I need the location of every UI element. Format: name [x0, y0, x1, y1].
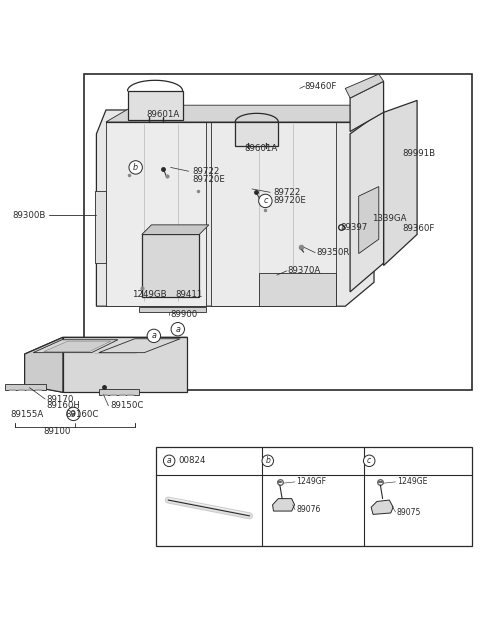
- Text: 00824: 00824: [179, 457, 206, 465]
- Text: 89900: 89900: [170, 310, 198, 319]
- Polygon shape: [24, 337, 187, 354]
- Polygon shape: [128, 91, 182, 119]
- Text: 89720E: 89720E: [192, 175, 225, 184]
- Polygon shape: [106, 122, 206, 306]
- Text: 89397: 89397: [340, 223, 368, 232]
- Text: 89460F: 89460F: [305, 81, 337, 91]
- Text: 89075: 89075: [397, 508, 421, 516]
- Polygon shape: [63, 337, 187, 392]
- Polygon shape: [259, 272, 336, 306]
- Text: 89411: 89411: [175, 290, 203, 299]
- Text: 89360F: 89360F: [403, 224, 435, 233]
- Polygon shape: [140, 307, 206, 312]
- Text: a: a: [167, 457, 171, 465]
- Text: 89601A: 89601A: [147, 110, 180, 119]
- Text: 89160C: 89160C: [65, 410, 99, 419]
- Polygon shape: [359, 187, 379, 254]
- Circle shape: [262, 455, 274, 466]
- Text: c: c: [367, 457, 372, 465]
- Polygon shape: [106, 105, 374, 122]
- Bar: [156, 447, 472, 545]
- Polygon shape: [95, 192, 106, 263]
- Circle shape: [259, 194, 272, 208]
- Polygon shape: [371, 500, 393, 514]
- Polygon shape: [345, 74, 384, 98]
- Text: 1339GA: 1339GA: [372, 213, 406, 223]
- Circle shape: [147, 329, 160, 343]
- Text: b: b: [133, 163, 138, 172]
- Bar: [84, 74, 472, 390]
- Text: 89722: 89722: [192, 167, 219, 176]
- Text: 1249GE: 1249GE: [397, 477, 428, 486]
- Text: 89720E: 89720E: [274, 197, 306, 205]
- Polygon shape: [44, 341, 111, 351]
- Text: 89350R: 89350R: [317, 248, 350, 257]
- Text: 89100: 89100: [44, 427, 71, 436]
- Circle shape: [163, 455, 175, 466]
- Polygon shape: [99, 339, 180, 353]
- Text: 89160H: 89160H: [46, 401, 80, 411]
- Circle shape: [67, 407, 80, 420]
- Text: 89370A: 89370A: [288, 266, 321, 276]
- Polygon shape: [350, 110, 384, 292]
- Text: c: c: [263, 197, 267, 205]
- Circle shape: [171, 322, 184, 336]
- Text: a: a: [151, 332, 156, 340]
- Polygon shape: [99, 389, 140, 395]
- Text: 89722: 89722: [274, 188, 301, 197]
- Text: 89991B: 89991B: [403, 149, 436, 157]
- Polygon shape: [384, 100, 417, 266]
- Circle shape: [129, 160, 143, 174]
- Polygon shape: [24, 337, 63, 392]
- Polygon shape: [5, 384, 46, 390]
- Polygon shape: [235, 122, 278, 146]
- Text: a: a: [71, 409, 76, 419]
- Polygon shape: [96, 110, 374, 306]
- Text: 89300B: 89300B: [12, 211, 46, 220]
- Polygon shape: [273, 499, 295, 511]
- Text: 89601A: 89601A: [245, 144, 278, 153]
- Text: 89170: 89170: [46, 394, 73, 404]
- Circle shape: [363, 455, 375, 466]
- Polygon shape: [24, 385, 187, 392]
- Polygon shape: [211, 122, 336, 306]
- Text: b: b: [265, 457, 270, 465]
- Polygon shape: [142, 234, 199, 297]
- Polygon shape: [350, 81, 384, 131]
- Text: 89155A: 89155A: [10, 410, 44, 419]
- Text: a: a: [175, 325, 180, 333]
- Text: 89076: 89076: [297, 505, 321, 514]
- Text: 89150C: 89150C: [111, 401, 144, 411]
- Polygon shape: [33, 340, 118, 353]
- Text: 1249GF: 1249GF: [297, 477, 326, 486]
- Polygon shape: [142, 225, 209, 234]
- Text: 1249GB: 1249GB: [132, 290, 167, 299]
